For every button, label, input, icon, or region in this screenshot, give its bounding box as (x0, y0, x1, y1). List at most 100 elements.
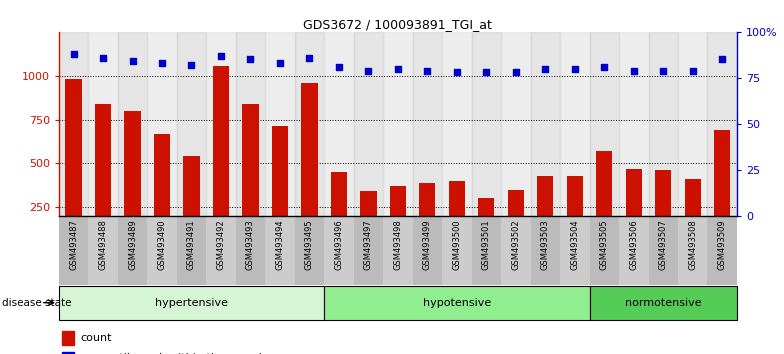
Text: GSM493501: GSM493501 (482, 219, 491, 270)
Bar (448, 181, 465, 251)
Bar (590, 32, 619, 216)
Point (391, 66, 405, 72)
Point (657, 68, 670, 73)
Bar (655, 170, 671, 251)
Bar (678, 216, 707, 285)
Bar (95, 104, 111, 251)
Bar (65, 79, 82, 251)
Bar (331, 172, 347, 251)
Text: GSM493500: GSM493500 (452, 219, 461, 270)
Bar (619, 216, 648, 285)
Bar (619, 32, 648, 216)
Point (215, 53, 227, 59)
Text: GSM493499: GSM493499 (423, 219, 432, 270)
Point (126, 58, 139, 64)
Bar (147, 32, 176, 216)
Bar (596, 151, 612, 251)
Bar (176, 32, 206, 216)
Bar (295, 216, 324, 285)
Bar (707, 216, 737, 285)
Text: GSM493491: GSM493491 (187, 219, 196, 270)
Bar (442, 32, 472, 216)
Point (539, 66, 552, 72)
Bar (472, 32, 501, 216)
Bar (213, 66, 229, 251)
Bar (301, 83, 318, 251)
Text: GSM493488: GSM493488 (99, 219, 107, 270)
Text: GSM493503: GSM493503 (541, 219, 550, 270)
Bar (707, 32, 737, 216)
Bar (89, 32, 118, 216)
Bar (419, 183, 435, 251)
Bar (442, 216, 472, 285)
Text: GSM493505: GSM493505 (600, 219, 609, 270)
Text: disease state: disease state (2, 298, 71, 308)
Bar (354, 32, 383, 216)
Bar (390, 186, 406, 251)
Point (716, 57, 728, 62)
Bar (295, 32, 324, 216)
Point (480, 69, 492, 75)
Point (303, 55, 316, 61)
Point (627, 68, 640, 73)
Bar (265, 32, 295, 216)
Bar (684, 179, 701, 251)
Bar (678, 32, 707, 216)
Point (598, 64, 611, 70)
Bar (147, 216, 176, 285)
Point (156, 60, 169, 66)
Point (96, 55, 109, 61)
Text: GSM493490: GSM493490 (158, 219, 166, 270)
Text: hypertensive: hypertensive (155, 298, 228, 308)
Bar (125, 111, 140, 251)
Bar (361, 190, 376, 251)
Point (687, 68, 699, 73)
Bar (590, 216, 619, 285)
Bar (206, 216, 236, 285)
Text: GSM493487: GSM493487 (69, 219, 78, 270)
Point (421, 68, 434, 73)
Text: percentile rank within the sample: percentile rank within the sample (81, 353, 268, 354)
Bar (531, 32, 560, 216)
FancyBboxPatch shape (590, 286, 737, 320)
Point (451, 69, 463, 75)
Text: GSM493492: GSM493492 (216, 219, 226, 270)
Title: GDS3672 / 100093891_TGI_at: GDS3672 / 100093891_TGI_at (303, 18, 492, 31)
Text: GSM493502: GSM493502 (511, 219, 521, 270)
Bar (118, 216, 147, 285)
Bar (648, 216, 678, 285)
Bar (324, 32, 354, 216)
Bar (236, 216, 265, 285)
Bar (472, 216, 501, 285)
Bar (560, 32, 590, 216)
Bar (265, 216, 295, 285)
Bar (183, 156, 200, 251)
Text: GSM493506: GSM493506 (630, 219, 638, 270)
Text: GSM493498: GSM493498 (394, 219, 402, 270)
Bar (242, 104, 259, 251)
Bar (176, 216, 206, 285)
Text: GSM493507: GSM493507 (659, 219, 668, 270)
Bar (59, 32, 89, 216)
Text: normotensive: normotensive (625, 298, 702, 308)
Text: GSM493489: GSM493489 (128, 219, 137, 270)
Text: hypotensive: hypotensive (423, 298, 491, 308)
Bar (412, 32, 442, 216)
Text: GSM493508: GSM493508 (688, 219, 697, 270)
Text: GSM493494: GSM493494 (275, 219, 285, 270)
Bar (62, 352, 74, 354)
Bar (501, 32, 531, 216)
Bar (648, 32, 678, 216)
Text: GSM493497: GSM493497 (364, 219, 373, 270)
Bar (531, 216, 560, 285)
Bar (478, 198, 495, 251)
Bar (272, 126, 288, 251)
Point (185, 62, 198, 68)
Bar (560, 216, 590, 285)
Bar (236, 32, 265, 216)
Text: GSM493509: GSM493509 (717, 219, 727, 270)
Bar (508, 190, 524, 251)
Text: count: count (81, 333, 112, 343)
Bar (89, 216, 118, 285)
Bar (567, 176, 583, 251)
